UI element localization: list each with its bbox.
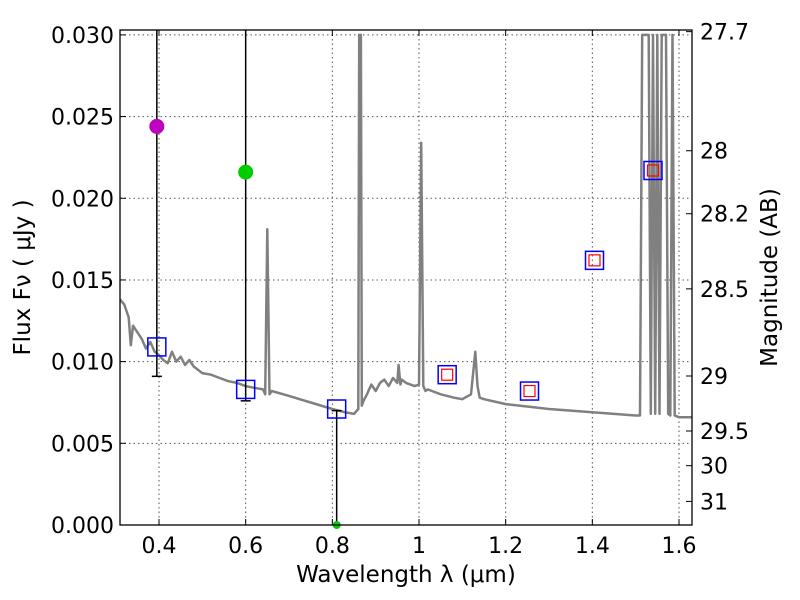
observed-photometry-marker xyxy=(523,384,536,398)
x-tick-label: 1.4 xyxy=(575,534,610,559)
observed-photometry-marker xyxy=(441,368,454,381)
x-tick-label: 0.4 xyxy=(142,534,177,559)
measured-flux-point xyxy=(238,164,254,180)
model-sed-layer xyxy=(120,33,692,419)
plot-frame xyxy=(119,29,693,526)
x-axis-label: Wavelength λ (μm) xyxy=(296,562,516,588)
y2-tick-label: 28.5 xyxy=(700,278,749,303)
x-tick-label: 0.6 xyxy=(228,534,263,559)
model-photometry-marker xyxy=(147,337,167,357)
model-photometry-marker xyxy=(235,379,256,400)
model-sed-line xyxy=(120,33,692,419)
x-tick-label: 1.6 xyxy=(662,534,697,559)
y2-tick-label: 27.7 xyxy=(700,21,749,46)
model-photometry-marker xyxy=(519,381,540,401)
x-tick-label: 1 xyxy=(412,534,426,559)
y2-tick-label: 28.2 xyxy=(700,203,749,228)
model-photometry-marker xyxy=(584,250,605,271)
y-tick-label: 0.020 xyxy=(51,187,114,212)
y-tick-label: 0.015 xyxy=(51,269,114,294)
error-bar-layer xyxy=(151,30,342,525)
marker-layer xyxy=(147,118,663,529)
observed-photometry-marker xyxy=(588,254,601,267)
y-axis-label: Flux Fν ( μJy ) xyxy=(10,199,36,355)
y2-axis-label: Magnitude (AB) xyxy=(757,188,783,367)
model-photometry-marker xyxy=(326,399,347,419)
model-photometry-marker xyxy=(643,160,663,181)
y-tick-label: 0.010 xyxy=(51,351,114,376)
y2-tick-label: 29.5 xyxy=(700,420,749,445)
y2-tick-label: 29 xyxy=(700,365,728,390)
x-tick-label: 1.2 xyxy=(488,534,523,559)
measured-flux-point xyxy=(149,118,165,134)
model-photometry-marker xyxy=(437,364,457,385)
y2-tick-label: 30 xyxy=(700,455,728,480)
tick-layer: 0.4 0.6 0.8 1 1.2 1.4 1.6 0.000 0.005 0.010 0.015 0… xyxy=(51,21,749,559)
y2-tick-label: 28 xyxy=(700,140,728,165)
grid-lines xyxy=(120,30,692,526)
y2-tick-label: 31 xyxy=(700,490,728,515)
y-tick-label: 0.025 xyxy=(51,106,114,131)
y-tick-label: 0.005 xyxy=(51,432,114,457)
observed-photometry-marker xyxy=(646,164,660,177)
y-tick-label: 0.030 xyxy=(51,24,114,49)
x-tick-label: 0.8 xyxy=(315,534,350,559)
y-tick-label: 0.000 xyxy=(51,514,114,539)
